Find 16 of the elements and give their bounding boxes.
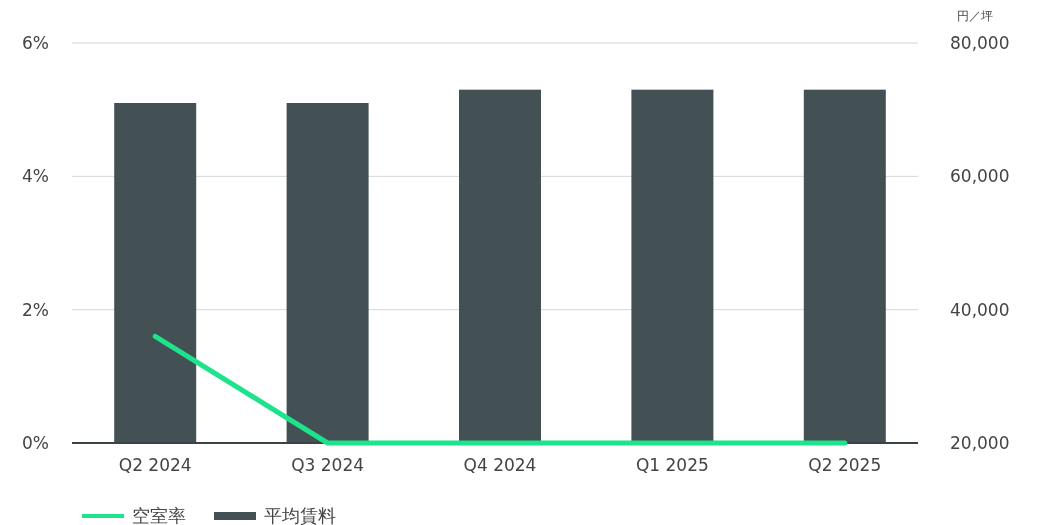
legend-label: 空室率 bbox=[132, 505, 186, 525]
x-tick-label: Q1 2025 bbox=[635, 455, 709, 475]
y-tick-label: 0% bbox=[22, 433, 49, 453]
y2-tick-label: 80,000 bbox=[950, 33, 1010, 53]
y2-axis-title: 円／坪 bbox=[957, 9, 993, 23]
x-tick-label: Q2 2025 bbox=[808, 455, 882, 475]
y2-tick-label: 60,000 bbox=[950, 166, 1010, 187]
y2-tick-label: 20,000 bbox=[950, 433, 1010, 453]
legend-label: 平均賃料 bbox=[264, 505, 336, 525]
y-tick-label: 6% bbox=[22, 33, 49, 53]
y-tick-label: 4% bbox=[22, 166, 49, 187]
x-tick-label: Q3 2024 bbox=[291, 455, 365, 475]
y-tick-label: 2% bbox=[22, 299, 49, 320]
x-tick-label: Q4 2024 bbox=[463, 455, 537, 475]
x-tick-label: Q2 2024 bbox=[118, 455, 192, 475]
y2-tick-label: 40,000 bbox=[950, 299, 1010, 320]
